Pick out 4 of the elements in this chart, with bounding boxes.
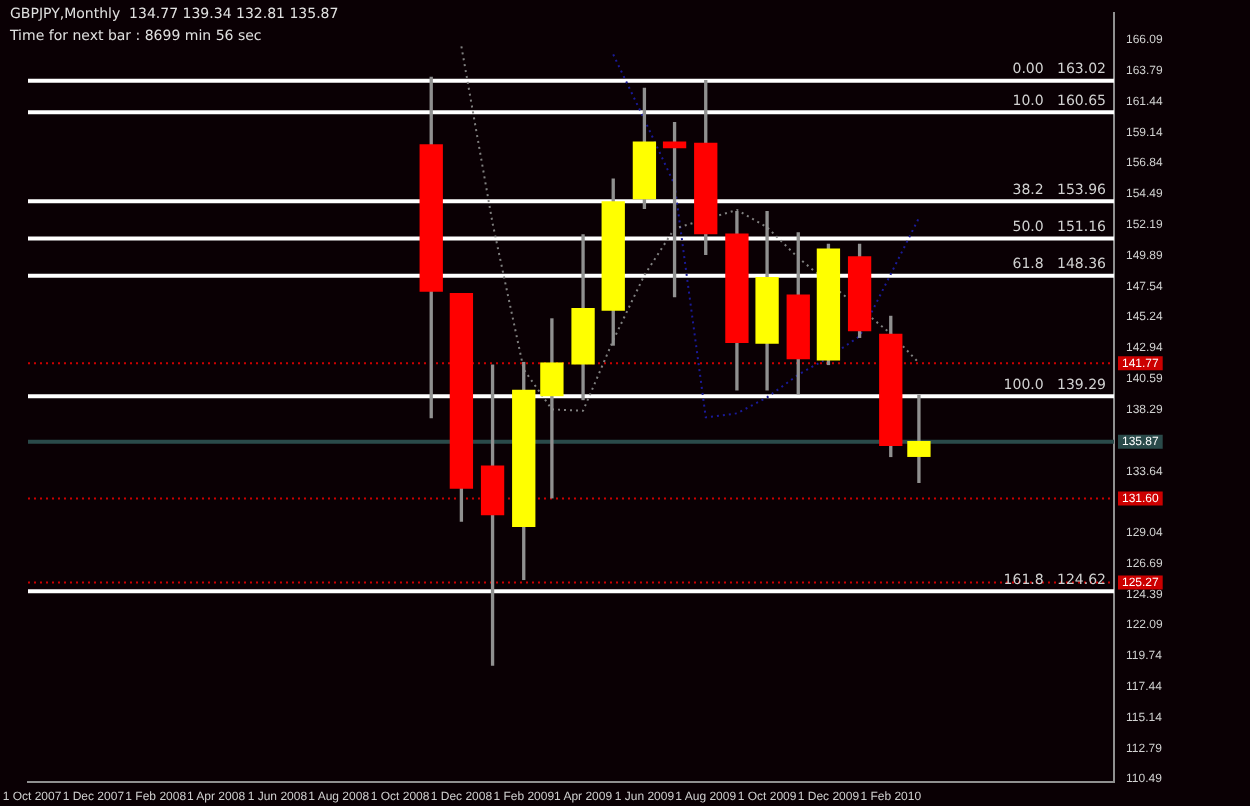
candlestick — [540, 318, 564, 499]
line-series — [612, 53, 920, 419]
line-series — [460, 45, 920, 412]
candlestick — [907, 394, 931, 484]
